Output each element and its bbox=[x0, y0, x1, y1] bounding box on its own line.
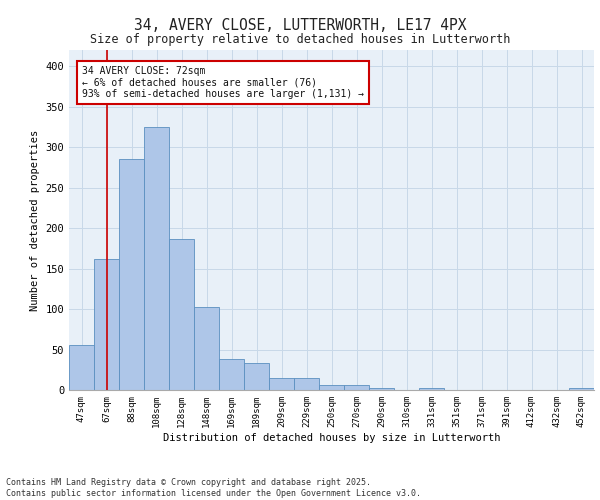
Text: Size of property relative to detached houses in Lutterworth: Size of property relative to detached ho… bbox=[90, 32, 510, 46]
Bar bbox=[194, 306, 219, 390]
Bar bbox=[169, 240, 194, 390]
X-axis label: Distribution of detached houses by size in Lutterworth: Distribution of detached houses by size … bbox=[163, 432, 500, 442]
Bar bbox=[369, 388, 394, 390]
Bar bbox=[94, 259, 119, 390]
Bar bbox=[244, 364, 269, 390]
Text: Contains HM Land Registry data © Crown copyright and database right 2025.
Contai: Contains HM Land Registry data © Crown c… bbox=[6, 478, 421, 498]
Y-axis label: Number of detached properties: Number of detached properties bbox=[30, 130, 40, 310]
Text: 34 AVERY CLOSE: 72sqm
← 6% of detached houses are smaller (76)
93% of semi-detac: 34 AVERY CLOSE: 72sqm ← 6% of detached h… bbox=[82, 66, 364, 100]
Bar bbox=[569, 388, 594, 390]
Bar bbox=[119, 160, 144, 390]
Bar bbox=[294, 378, 319, 390]
Bar bbox=[219, 359, 244, 390]
Bar bbox=[69, 346, 94, 390]
Text: 34, AVERY CLOSE, LUTTERWORTH, LE17 4PX: 34, AVERY CLOSE, LUTTERWORTH, LE17 4PX bbox=[134, 18, 466, 32]
Bar bbox=[344, 385, 369, 390]
Bar bbox=[319, 385, 344, 390]
Bar bbox=[269, 378, 294, 390]
Bar bbox=[144, 127, 169, 390]
Bar bbox=[419, 388, 444, 390]
